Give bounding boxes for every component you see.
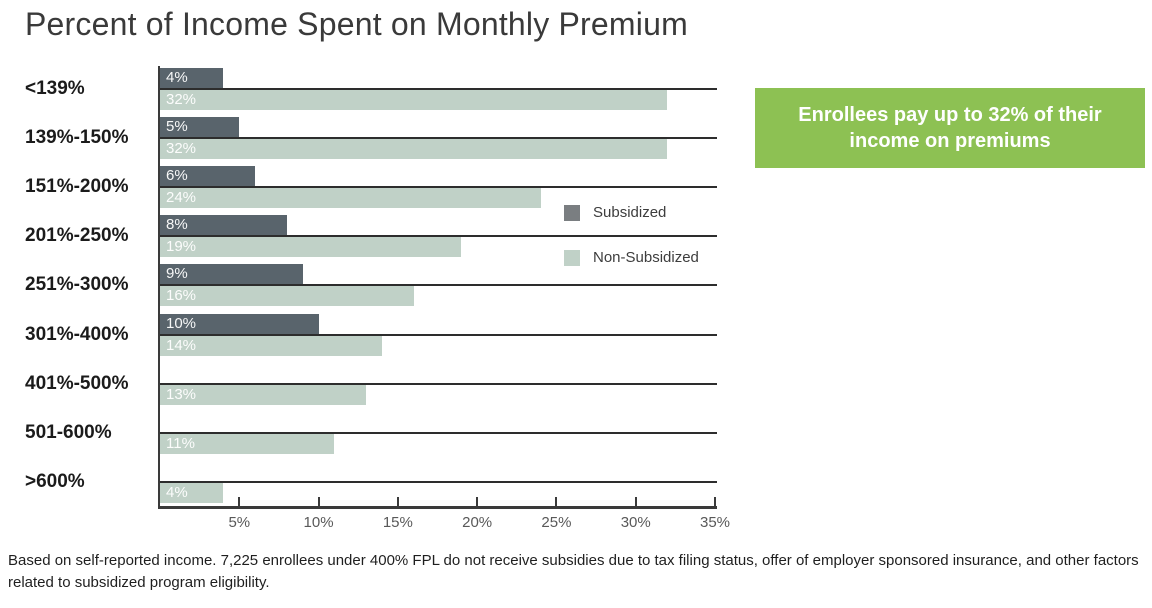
subsidized-bar-label: 6% — [166, 167, 188, 185]
y-axis-line — [158, 66, 160, 506]
footnote-text: Based on self-reported income. 7,225 enr… — [8, 552, 1139, 591]
non-subsidized-bar-label: 14% — [166, 336, 197, 354]
category-divider-line — [160, 480, 717, 483]
category-divider-line — [160, 88, 717, 90]
x-axis-tick-label: 20% — [462, 514, 493, 531]
non-subsidized-bar: 16% — [160, 286, 414, 307]
non-subsidized-bar-label: 11% — [166, 434, 195, 452]
non-subsidized-bar: 32% — [160, 90, 668, 110]
x-axis-tick-label: 5% — [228, 514, 251, 531]
subsidized-bar: 5% — [160, 117, 240, 138]
non-subsidized-swatch-icon — [564, 249, 580, 266]
category-divider-line — [160, 284, 717, 287]
x-axis-tick — [634, 497, 637, 506]
subsidized-bar: 10% — [160, 313, 319, 334]
non-subsidized-bar: 11% — [160, 433, 335, 454]
non-subsidized-bar-label: 32% — [166, 91, 197, 108]
category-divider-line — [160, 186, 717, 189]
category-divider-line — [160, 137, 717, 140]
x-axis-tick — [476, 497, 479, 506]
non-subsidized-bar: 32% — [160, 139, 668, 160]
x-axis-tick — [396, 497, 399, 506]
category-label: 401%-500% — [25, 372, 129, 394]
category-label: 301%-400% — [25, 323, 129, 345]
category-label: 201%-250% — [25, 225, 129, 247]
category-label: <139% — [25, 78, 85, 99]
callout-box: Enrollees pay up to 32% of their income … — [755, 88, 1145, 168]
legend-item-non-subsidized: Non-Subsidized — [564, 249, 699, 266]
subsidized-bar-label: 8% — [166, 216, 188, 234]
non-subsidized-bar: 24% — [160, 188, 541, 209]
non-subsidized-bar-label: 4% — [166, 483, 188, 501]
category-label: 139%-150% — [25, 127, 129, 149]
non-subsidized-bar: 13% — [160, 384, 367, 405]
legend-item-subsidized: Subsidized — [564, 204, 666, 221]
x-axis-tick-label: 10% — [303, 514, 334, 531]
subsidized-bar: 4% — [160, 68, 224, 88]
x-axis-tick — [714, 497, 716, 506]
subsidized-bar-label: 9% — [166, 265, 188, 283]
subsidized-bar-label: 5% — [166, 118, 188, 136]
chart-title: Percent of Income Spent on Monthly Premi… — [25, 6, 688, 42]
non-subsidized-bar: 4% — [160, 482, 224, 503]
non-subsidized-bar-label: 13% — [166, 385, 197, 403]
x-axis-tick-label: 15% — [382, 514, 413, 531]
category-label: >600% — [25, 470, 85, 492]
non-subsidized-bar: 14% — [160, 335, 382, 356]
non-subsidized-bar-label: 19% — [166, 238, 197, 256]
x-axis-line — [158, 506, 717, 509]
non-subsidized-bar-label: 32% — [166, 140, 197, 158]
category-divider-line — [160, 235, 717, 238]
x-axis-tick-label: 35% — [699, 514, 731, 531]
subsidized-bar-label: 10% — [166, 314, 197, 332]
non-subsidized-bar-label: 16% — [166, 287, 197, 305]
category-divider-line — [160, 431, 717, 434]
non-subsidized-bar: 19% — [160, 237, 462, 258]
category-divider-line — [160, 382, 717, 385]
category-divider-line — [160, 333, 717, 336]
category-label: 151%-200% — [25, 176, 129, 198]
subsidized-bar: 9% — [160, 264, 303, 285]
subsidized-bar: 6% — [160, 166, 256, 187]
category-label: 501-600% — [25, 421, 112, 443]
x-axis-tick — [238, 497, 241, 506]
subsidized-bar-label: 4% — [166, 69, 188, 86]
subsidized-bar: 8% — [160, 215, 287, 236]
x-axis-tick-label: 30% — [620, 514, 651, 531]
x-axis-tick — [317, 497, 320, 506]
subsidized-swatch-icon — [564, 204, 580, 221]
legend-label-non-subsidized: Non-Subsidized — [593, 249, 699, 266]
category-label: 251%-300% — [25, 274, 129, 296]
legend-label-subsidized: Subsidized — [593, 204, 667, 221]
x-axis-tick — [555, 497, 558, 506]
x-axis-tick-label: 25% — [541, 514, 572, 531]
non-subsidized-bar-label: 24% — [166, 189, 197, 207]
